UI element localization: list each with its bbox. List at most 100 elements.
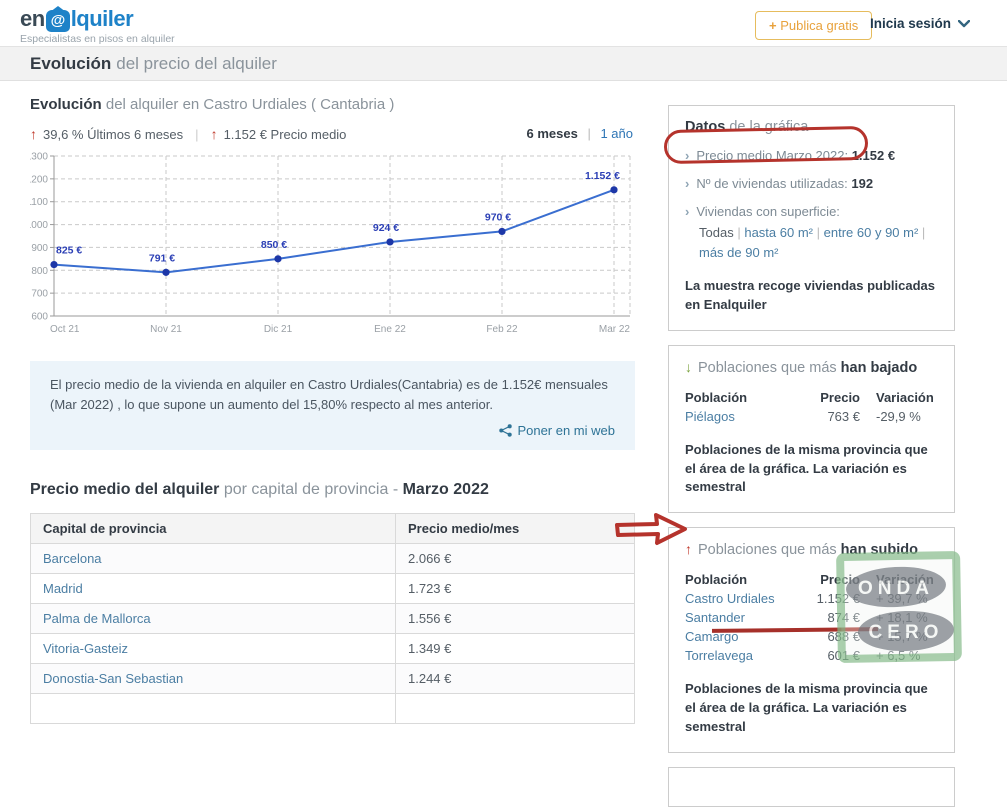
town-row: Castro Urdiales 1.152 € + 39,7 %	[685, 591, 928, 607]
filter-60-90[interactable]: entre 60 y 90 m²	[823, 225, 919, 240]
sample-note: La muestra recoge viviendas publicadas e…	[685, 278, 935, 312]
chevron-right-icon: ›	[685, 148, 690, 163]
table-row-partial	[30, 693, 635, 725]
table-row: Barcelona 2.066 €	[30, 543, 635, 575]
range-tabs: 6 meses | 1 año	[526, 126, 633, 141]
svg-text:Feb 22: Feb 22	[486, 324, 518, 335]
town-link[interactable]: Camargo	[685, 629, 739, 645]
chart-title: Evolución del alquiler en Castro Urdiale…	[30, 96, 395, 113]
table-row: Madrid 1.723 €	[30, 573, 635, 605]
city-link[interactable]: Palma de Mallorca	[30, 603, 396, 635]
stat-6-months: 39,6 % Últimos 6 meses	[43, 126, 184, 142]
svg-text:791 €: 791 €	[149, 252, 175, 264]
enalquiler-logo[interactable]: en @ lquiler Especialistas en pisos en alq…	[20, 6, 175, 45]
towns-down-table: Población Precio Variación Piélagos 763 …	[685, 388, 938, 426]
svg-text:1.152 €: 1.152 €	[585, 170, 620, 182]
homes-used-item: › Nº de viviendas utilizadas: 192	[685, 176, 874, 191]
town-link[interactable]: Castro Urdiales	[685, 591, 775, 607]
summary-info-box: El precio medio de la vivienda en alquil…	[30, 361, 635, 451]
login-menu[interactable]: Inicia sesión	[870, 16, 971, 31]
city-link[interactable]: Madrid	[30, 573, 396, 605]
svg-text:Nov 21: Nov 21	[150, 324, 182, 335]
svg-text:600: 600	[31, 312, 48, 323]
logo-prefix: en	[20, 6, 45, 31]
svg-text:970 €: 970 €	[485, 211, 511, 223]
svg-text:800: 800	[31, 266, 48, 277]
chart-stats-row: ↑ 39,6 % Últimos 6 meses | ↑ 1.152 € Pre…	[30, 126, 635, 142]
chart-data-box: Datos de la gráfica › Precio medio Marzo …	[668, 105, 955, 331]
top-header: en @ lquiler Especialistas en pisos en alq…	[0, 0, 1007, 46]
table-row: Vitoria-Gasteiz 1.349 €	[30, 633, 635, 665]
svg-text:924 €: 924 €	[373, 222, 399, 234]
price-evolution-chart: 600 700 800 900 1000 1100 1200 1300 Oct 21 Nov 21…	[26, 150, 635, 347]
towns-up-table: Población Precio Variación Castro Urdial…	[685, 570, 938, 665]
svg-text:1100: 1100	[30, 197, 48, 208]
svg-text:Ene 22: Ene 22	[374, 324, 406, 335]
filter-todas[interactable]: Todas	[699, 225, 734, 240]
filter-mas-90[interactable]: más de 90 m²	[699, 244, 779, 260]
tab-1-ano[interactable]: 1 año	[600, 126, 633, 141]
svg-text:900: 900	[31, 243, 48, 254]
col-header-price: Precio medio/mes	[395, 513, 635, 545]
svg-text:Mar 22: Mar 22	[599, 324, 631, 335]
town-link[interactable]: Piélagos	[685, 408, 735, 424]
capital-price-table: Capital de provincia Precio medio/mes Ba…	[30, 513, 635, 725]
logo-tagline: Especialistas en pisos en alquiler	[20, 33, 175, 45]
city-link[interactable]: Barcelona	[30, 543, 396, 575]
chevron-down-icon	[958, 19, 971, 27]
surface-filter-item: › Viviendas con superficie:	[685, 204, 840, 219]
col-header-capital: Capital de provincia	[30, 513, 396, 545]
down-arrow-icon: ↓	[685, 358, 692, 375]
stat-avg-price: 1.152 € Precio medio	[223, 126, 347, 142]
homes-used-value: 192	[851, 176, 874, 191]
svg-text:1300: 1300	[30, 152, 48, 163]
city-link[interactable]: Vitoria-Gasteiz	[30, 633, 396, 665]
chevron-right-icon: ›	[685, 204, 690, 219]
sidebar: Datos de la gráfica › Precio medio Marzo …	[668, 105, 955, 807]
towns-down-box: ↓ Poblaciones que más han bajado Població…	[668, 344, 955, 514]
avg-price-value: 1.152 €	[851, 148, 896, 163]
province-note: Poblaciones de la misma provincia que el…	[685, 441, 928, 495]
up-arrow-icon: ↑	[30, 126, 37, 142]
chart-data-box-title: Datos de la gráfica	[685, 119, 809, 135]
svg-text:1200: 1200	[30, 174, 48, 185]
share-link[interactable]: Poner en mi web	[499, 423, 615, 438]
up-arrow-icon: ↑	[210, 126, 218, 142]
main-column: Evolución del alquiler en Castro Urdiale…	[26, 96, 635, 725]
town-row: Santander 874 € + 18,1 %	[685, 610, 928, 626]
divider: |	[195, 126, 199, 142]
svg-text:825 €: 825 €	[56, 245, 82, 257]
summary-text: El precio medio de la vivienda en alquil…	[50, 377, 608, 413]
city-link[interactable]: Donostia-San Sebastian	[30, 663, 396, 695]
towns-up-title: ↑ Poblaciones que más han subido	[685, 541, 919, 559]
towns-up-box: ↑ Poblaciones que más han subido Població…	[668, 527, 955, 753]
town-row: Torrelavega 601 € + 6,5 %	[685, 648, 921, 664]
svg-text:Oct 21: Oct 21	[50, 324, 80, 335]
share-icon	[499, 424, 513, 438]
svg-text:Dic 21: Dic 21	[264, 324, 293, 335]
province-note: Poblaciones de la misma provincia que el…	[685, 681, 928, 734]
filter-hasta-60[interactable]: hasta 60 m²	[744, 225, 813, 240]
table-row: Donostia-San Sebastian 1.244 €	[30, 663, 635, 695]
svg-text:850 €: 850 €	[261, 239, 287, 251]
up-arrow-icon: ↑	[685, 541, 692, 558]
chevron-right-icon: ›	[685, 176, 690, 191]
town-link[interactable]: Santander	[685, 610, 745, 626]
table-row: Palma de Mallorca 1.556 €	[30, 603, 635, 635]
publish-free-button[interactable]: + Publica gratis	[755, 11, 873, 40]
next-box-partial	[668, 766, 955, 807]
town-row: Piélagos 763 € -29,9 %	[685, 408, 921, 424]
page-title: Evolución del precio del alquiler	[0, 46, 1007, 81]
town-link[interactable]: Torrelavega	[685, 648, 753, 664]
table-heading: Precio medio del alquiler por capital de…	[30, 481, 489, 499]
towns-down-title: ↓ Poblaciones que más han bajado	[685, 358, 918, 376]
town-row: Camargo 688 € + 15,7 %	[685, 629, 928, 645]
plus-icon: +	[769, 18, 777, 33]
tab-6-meses[interactable]: 6 meses	[526, 126, 578, 141]
svg-text:700: 700	[31, 289, 48, 300]
house-at-icon: @	[45, 6, 70, 32]
svg-text:1000: 1000	[30, 220, 48, 231]
surface-filter-options: Todas | hasta 60 m² | entre 60 y 90 m² |…	[699, 225, 926, 260]
logo-suffix: lquiler	[70, 6, 134, 31]
avg-price-item: › Precio medio Marzo 2022: 1.152 €	[685, 148, 896, 163]
